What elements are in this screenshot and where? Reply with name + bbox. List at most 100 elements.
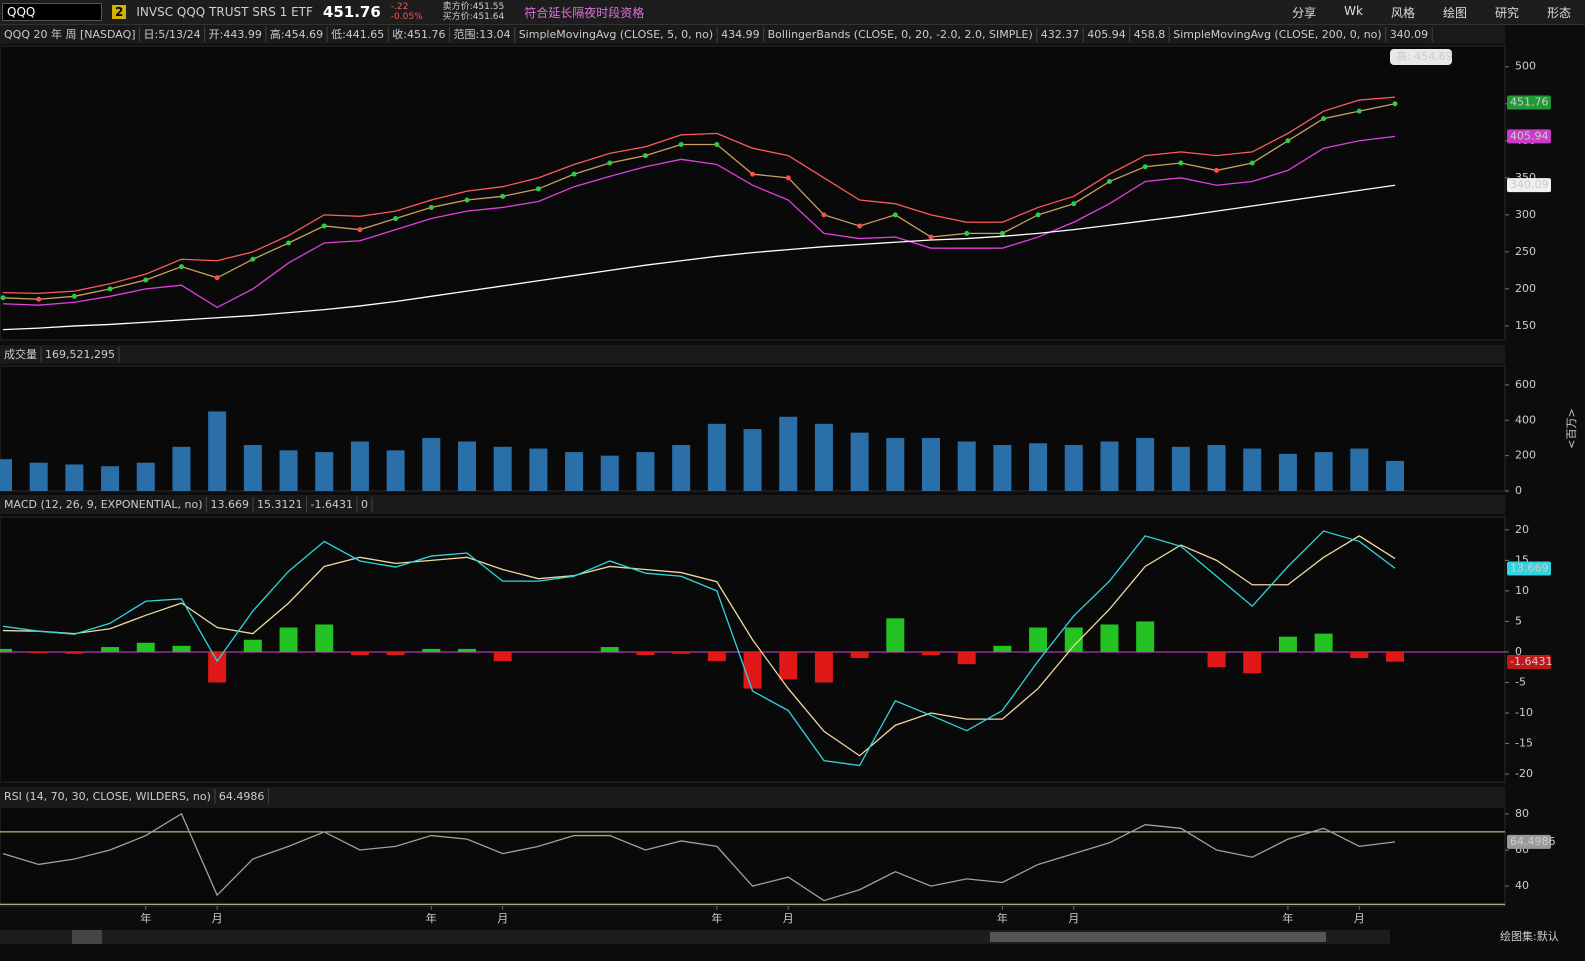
- close-point: [1356, 108, 1362, 114]
- toolbar-button[interactable]: 研究: [1494, 5, 1519, 20]
- close-point: [428, 204, 434, 210]
- close-point: [892, 212, 898, 218]
- bar: [65, 464, 84, 491]
- bar: [386, 651, 405, 655]
- close-point: [1249, 160, 1255, 166]
- symbol-input[interactable]: QQQ: [2, 3, 102, 21]
- header-bg: [0, 345, 1505, 364]
- bar: [1207, 445, 1226, 491]
- close-point: [178, 264, 184, 270]
- bar: [279, 450, 298, 491]
- toolbar-button[interactable]: Wk: [1344, 3, 1363, 18]
- header-item: 13.669: [211, 498, 250, 511]
- close-point: [1285, 138, 1291, 144]
- header-item: 458.8: [1134, 28, 1166, 41]
- bar: [29, 651, 48, 654]
- price-tag: [1507, 129, 1551, 144]
- bar: [1029, 627, 1048, 652]
- series-line: [2, 535, 1396, 757]
- x-tick-label: 月: [1068, 912, 1079, 925]
- bar: [101, 647, 120, 652]
- price-tag-label: 405.94: [1510, 129, 1549, 142]
- drawing-set: 绘图集:默认: [1500, 929, 1559, 943]
- close-point: [1106, 179, 1112, 185]
- close-point: [928, 234, 934, 240]
- y-tick-label: -10: [1515, 706, 1533, 719]
- y-tick-label: 200: [1515, 449, 1536, 462]
- close-point: [857, 223, 863, 229]
- close-point: [642, 153, 648, 159]
- bar: [493, 651, 512, 662]
- bar: [850, 651, 869, 659]
- axis-unit: <百万>: [1565, 408, 1578, 448]
- panel-bg: [0, 45, 1506, 341]
- bar: [243, 639, 262, 652]
- y-tick-label: -15: [1515, 737, 1533, 750]
- close-point: [785, 175, 791, 181]
- quotes: 卖方价:451.55 买方价:451.64: [443, 2, 515, 22]
- bar: [1064, 627, 1083, 652]
- header-item: SimpleMovingAvg (CLOSE, 200, 0, no): [1173, 28, 1381, 41]
- close-point: [321, 223, 327, 229]
- bar: [565, 452, 584, 491]
- x-tick-label: 年: [426, 911, 437, 925]
- bar: [743, 651, 762, 689]
- x-tick-label: 月: [497, 912, 508, 925]
- header-item: 64.4986: [219, 790, 265, 803]
- scrollbar-thumb: [990, 932, 1326, 942]
- bar: [1350, 448, 1369, 491]
- bar: [208, 411, 227, 491]
- toolbar-button[interactable]: 分享: [1292, 5, 1317, 20]
- bar: [1207, 651, 1226, 668]
- bar: [814, 423, 833, 491]
- toolbar-button[interactable]: 风格: [1390, 5, 1415, 20]
- toolbar-button[interactable]: 形态: [1546, 5, 1571, 20]
- header-item: BollingerBands (CLOSE, 0, 20, -2.0, 2.0,…: [768, 28, 1033, 41]
- header-item: RSI (14, 70, 30, CLOSE, WILDERS, no): [4, 790, 211, 803]
- link-badge[interactable]: 2: [112, 5, 127, 19]
- y-tick-label: 40: [1515, 879, 1529, 892]
- price-tag-label: 64.4986: [1510, 835, 1556, 848]
- bar: [886, 618, 905, 652]
- bar: [1386, 651, 1404, 662]
- header-item: 434.99: [721, 28, 760, 41]
- y-tick-label: 250: [1515, 245, 1536, 258]
- header-item: 收:451.76: [392, 27, 445, 41]
- bar: [672, 445, 691, 491]
- y-tick-label: 20: [1515, 523, 1529, 536]
- bar: [422, 437, 441, 491]
- header-item: 432.37: [1041, 28, 1080, 41]
- close-point: [107, 286, 113, 292]
- bar: [850, 432, 869, 491]
- header-item: 15.3121: [257, 498, 303, 511]
- bar: [208, 651, 227, 683]
- price-tag: [1507, 654, 1551, 669]
- bar: [386, 450, 405, 491]
- header-item: 低:441.65: [331, 28, 384, 41]
- close-point: [964, 230, 970, 236]
- header-item: 0: [361, 498, 368, 511]
- series-line: [2, 103, 1396, 300]
- bar: [529, 448, 548, 491]
- bar: [993, 645, 1012, 652]
- bar: [136, 462, 155, 491]
- x-tick-label: 月: [212, 912, 223, 925]
- bar: [1100, 441, 1119, 491]
- y-tick-label: 150: [1515, 319, 1536, 332]
- y-tick-label: 0: [1515, 645, 1522, 658]
- bar: [1243, 448, 1262, 491]
- pct-change: -0.05%: [390, 12, 423, 22]
- toolbar-button[interactable]: 绘图: [1442, 5, 1467, 20]
- header-bg: [0, 787, 1505, 806]
- bar: [315, 624, 334, 652]
- close-point: [143, 277, 149, 283]
- price-tag: [1507, 95, 1551, 110]
- bar: [0, 459, 12, 491]
- last-price: 451.76: [322, 3, 381, 21]
- header-item: SimpleMovingAvg (CLOSE, 5, 0, no): [519, 28, 713, 41]
- y-tick-label: 80: [1515, 807, 1529, 820]
- y-tick-label: 5: [1515, 614, 1522, 627]
- series-line: [2, 96, 1396, 294]
- bar: [743, 429, 762, 491]
